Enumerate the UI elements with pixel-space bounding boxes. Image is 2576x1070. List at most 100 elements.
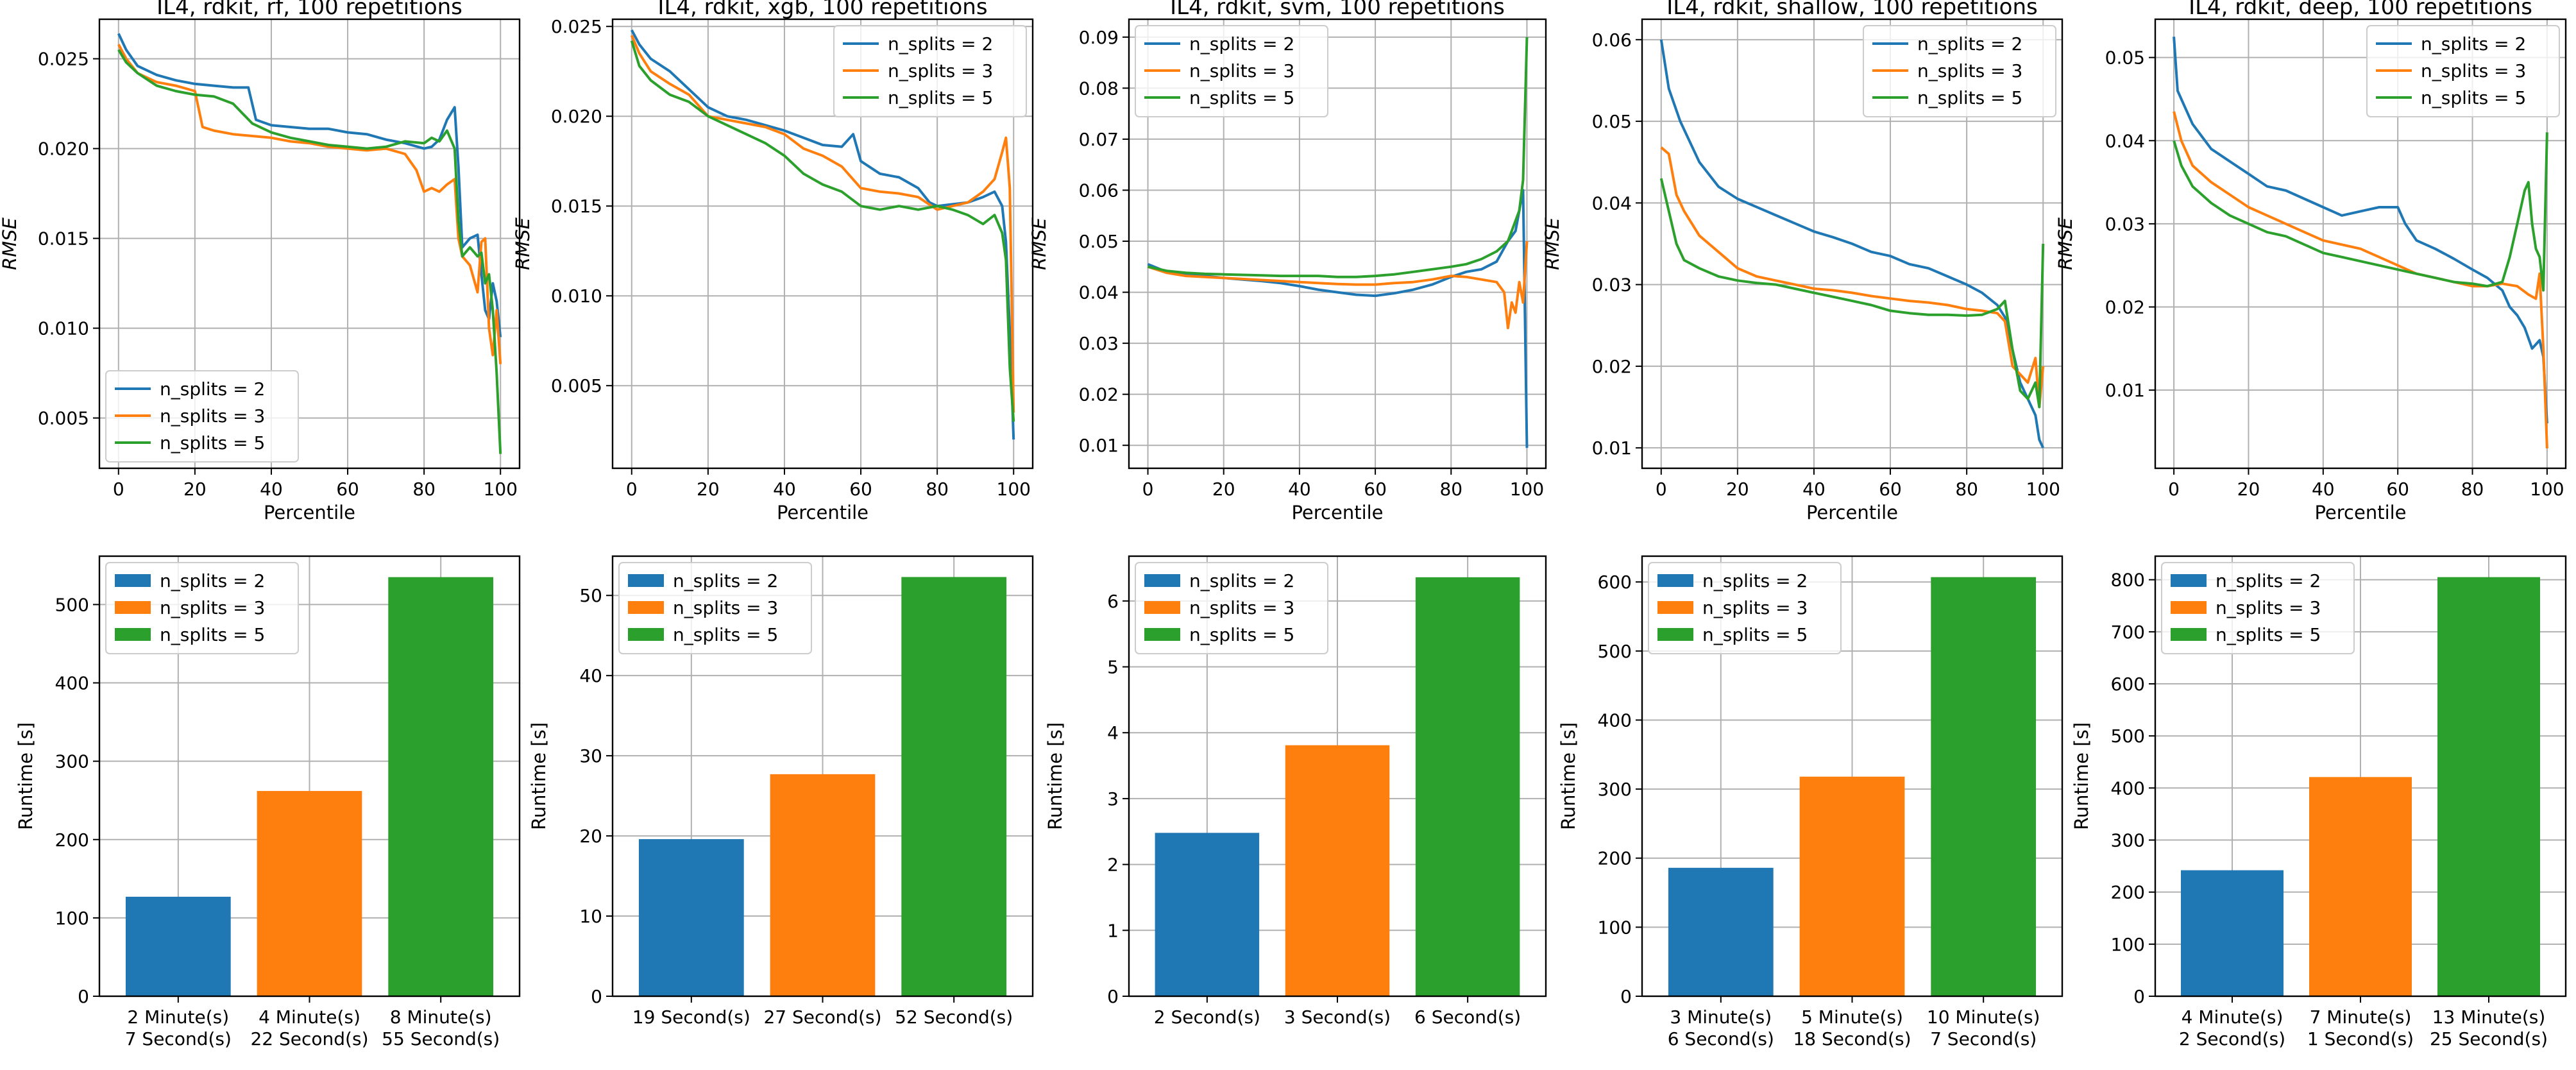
x-tick-label: 0	[2168, 479, 2180, 500]
x-tick-label: 60	[1364, 479, 1387, 500]
y-tick-label: 0.05	[1592, 111, 1632, 132]
legend-swatch	[1657, 574, 1693, 587]
x-tick-label: 4 Minute(s) 22 Second(s)	[250, 1006, 368, 1049]
bar-n2	[1155, 833, 1260, 996]
x-axis-label: Percentile	[777, 502, 869, 523]
legend-swatch	[628, 628, 664, 641]
x-tick-label: 40	[773, 479, 796, 500]
legend-box	[1863, 25, 2056, 117]
x-tick-label: 80	[2461, 479, 2484, 500]
series-line-n5	[1148, 37, 1529, 278]
legend-swatch	[628, 574, 664, 587]
y-tick-label: 100	[1598, 917, 1632, 938]
x-tick-label: 5 Minute(s) 18 Second(s)	[1793, 1006, 1911, 1049]
legend-label: n_splits = 2	[888, 33, 993, 55]
y-tick-label: 20	[579, 826, 602, 847]
x-tick-label: 2 Minute(s) 7 Second(s)	[125, 1006, 232, 1049]
series-line-n2	[117, 33, 502, 337]
y-axis-label: Runtime [s]	[1044, 722, 1066, 830]
axes-frame	[611, 18, 1034, 470]
x-tick-label: 60	[1879, 479, 1902, 500]
x-tick-label: 3 Second(s)	[1284, 1006, 1391, 1028]
x-tick-label: 0	[1656, 479, 1667, 500]
y-tick-label: 0.005	[551, 375, 602, 396]
bar-n2	[2181, 870, 2284, 996]
chart-title: IL4, rdkit, rf, 100 repetitions	[157, 0, 462, 20]
legend-swatch	[1144, 628, 1180, 641]
y-tick-label: 0.04	[1079, 282, 1119, 303]
runtime-chart-4: 0 100 200 300 400 500 600 3 Minute(s) 6 Second(s…	[1557, 555, 2063, 1049]
legend-label: n_splits = 5	[1189, 87, 1294, 108]
y-tick-label: 700	[2111, 622, 2145, 643]
runtime-chart-2: 0 10 20 30 40 50 19 Second(s) 27 Second(s) 52 Se…	[528, 555, 1034, 1028]
legend: n_splits = 2 n_splits = 3 n_splits = 5	[105, 562, 299, 654]
bar-n3	[257, 791, 362, 996]
y-tick-label: 600	[2111, 674, 2145, 695]
y-tick-label: 0	[1620, 986, 1632, 1007]
runtime-chart-5: 0 100 200 300 400 500 600 700 800 4 Minute(s) 2 Se…	[2071, 555, 2567, 1049]
legend-swatch	[115, 628, 151, 641]
legend-label: n_splits = 3	[2421, 60, 2526, 81]
y-axis-label: RMSE	[1028, 217, 1050, 270]
legend-box	[2161, 562, 2355, 654]
series-line-n3	[2173, 111, 2548, 448]
y-tick-label: 0.025	[38, 49, 89, 70]
bar-n2	[125, 896, 231, 996]
legend-swatch	[115, 601, 151, 614]
series-line-n2	[1147, 189, 1529, 448]
y-tick-label: 0.06	[1079, 180, 1119, 201]
y-axis-label: Runtime [s]	[15, 722, 37, 830]
x-tick-label: 40	[1802, 479, 1826, 500]
legend-swatch	[1657, 601, 1693, 614]
x-tick-label: 0	[626, 479, 638, 500]
legend: n_splits = 2 n_splits = 3 n_splits = 5	[833, 25, 1027, 117]
legend-label: n_splits = 3	[673, 597, 778, 618]
x-tick-label: 60	[849, 479, 872, 500]
legend-label: n_splits = 3	[888, 60, 993, 81]
series-line-n2	[2173, 37, 2548, 424]
y-tick-label: 0.015	[551, 196, 602, 217]
y-tick-label: 0	[591, 986, 602, 1007]
y-tick-label: 3	[1107, 788, 1119, 810]
chart-title: IL4, rdkit, xgb, 100 repetitions	[657, 0, 987, 20]
y-tick-label: 2	[1107, 854, 1119, 876]
x-tick-label: 20	[2237, 479, 2260, 500]
y-tick-label: 6	[1107, 591, 1119, 612]
x-tick-label: 40	[1288, 479, 1311, 500]
legend-swatch	[1657, 628, 1693, 641]
x-tick-label: 13 Minute(s) 25 Second(s)	[2430, 1006, 2548, 1049]
y-tick-label: 0.05	[1079, 231, 1119, 252]
x-tick-label: 10 Minute(s) 7 Second(s)	[1927, 1006, 2040, 1049]
y-tick-label: 0.020	[38, 139, 89, 160]
y-tick-label: 0.01	[2105, 380, 2145, 401]
legend-label: n_splits = 5	[673, 624, 778, 645]
y-tick-label: 50	[579, 585, 602, 606]
y-tick-label: 0.07	[1079, 129, 1119, 150]
bar-n3	[2309, 777, 2412, 996]
series-line-n3	[630, 35, 1015, 413]
x-tick-label: 100	[484, 479, 518, 500]
legend-label: n_splits = 5	[160, 624, 265, 645]
y-tick-label: 4	[1107, 722, 1119, 743]
y-tick-label: 300	[2111, 830, 2145, 851]
legend-label: n_splits = 2	[1702, 570, 1808, 591]
bar-n2	[638, 839, 744, 996]
y-tick-label: 400	[1598, 709, 1632, 731]
bar-n3	[770, 774, 876, 996]
chart-title: IL4, rdkit, svm, 100 repetitions	[1170, 0, 1505, 20]
rmse-chart-5: 0.01 0.02 0.03 0.04 0.05 0 20 40 60 80 100 IL4, rdk…	[2055, 0, 2567, 523]
y-tick-label: 0.025	[551, 16, 602, 37]
x-tick-label: 20	[183, 479, 207, 500]
legend-box	[105, 370, 299, 463]
y-axis-label: RMSE	[1541, 217, 1563, 270]
legend-label: n_splits = 2	[1189, 33, 1294, 55]
y-tick-label: 0	[78, 986, 89, 1007]
bar-n5	[901, 577, 1007, 996]
legend-swatch	[2171, 601, 2207, 614]
y-tick-label: 0.08	[1079, 78, 1119, 99]
legend-label: n_splits = 2	[160, 378, 265, 400]
series-line-n2	[631, 29, 1015, 440]
legend-label: n_splits = 3	[1917, 60, 2022, 81]
chart-title: IL4, rdkit, shallow, 100 repetitions	[1666, 0, 2037, 20]
